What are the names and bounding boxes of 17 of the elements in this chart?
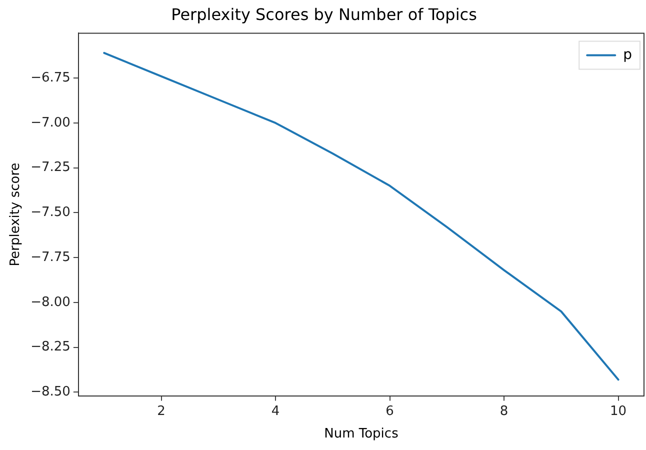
y-tick-label: −8.25 <box>30 340 70 355</box>
y-tick-label: −7.75 <box>30 250 70 265</box>
chart-title: Perplexity Scores by Number of Topics <box>171 4 477 24</box>
y-tick-label: −7.50 <box>30 205 70 220</box>
y-tick-label: −8.50 <box>30 384 70 400</box>
x-tick-label: 2 <box>157 404 166 419</box>
x-tick-label: 6 <box>386 404 394 419</box>
y-axis-title: Perplexity score <box>8 162 24 266</box>
legend-label: p <box>623 46 632 63</box>
x-tick-label: 8 <box>500 404 508 419</box>
y-tick-label: −6.75 <box>30 70 70 86</box>
x-tick-label: 4 <box>271 404 280 419</box>
x-axis-title: Num Topics <box>324 426 399 442</box>
y-tick-label: −7.25 <box>30 160 70 176</box>
y-tick-label: −7.00 <box>30 115 70 130</box>
x-tick-label: 10 <box>610 404 627 419</box>
y-tick-label: −8.00 <box>30 294 70 310</box>
